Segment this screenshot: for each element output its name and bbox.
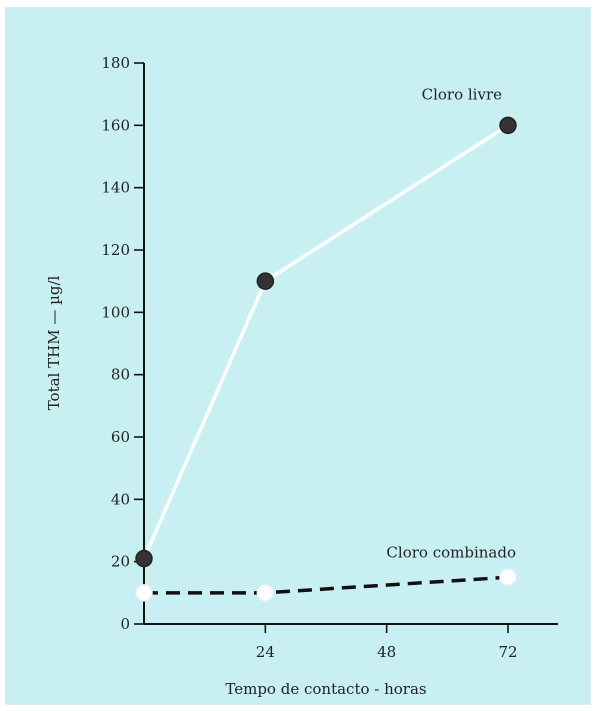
data-point bbox=[135, 549, 153, 568]
data-point bbox=[256, 584, 275, 602]
ticks: 0 20 40 60 80 100 120 140 160 180 24 48 72 bbox=[101, 54, 517, 661]
y-tick-label: 40 bbox=[111, 490, 130, 508]
series-label: Cloro livre bbox=[422, 85, 503, 103]
series-line bbox=[144, 575, 509, 595]
series-markers bbox=[135, 116, 517, 602]
series-line bbox=[142, 123, 509, 560]
series-labels: Cloro livre Cloro combinado bbox=[386, 85, 516, 561]
y-tick-label: 160 bbox=[101, 116, 130, 134]
chart-panel: 0 20 40 60 80 100 120 140 160 180 24 48 72 Cloro liv… bbox=[6, 8, 590, 704]
x-tick-label: 24 bbox=[256, 643, 275, 661]
axes bbox=[143, 63, 558, 625]
series-lines bbox=[142, 123, 509, 595]
y-axis-label: Total THM — µg/l bbox=[45, 276, 63, 411]
y-tick-label: 120 bbox=[101, 241, 130, 259]
line-chart: 0 20 40 60 80 100 120 140 160 180 24 48 72 Cloro liv… bbox=[45, 54, 558, 698]
data-point bbox=[499, 568, 517, 586]
y-tick-label: 100 bbox=[101, 303, 130, 321]
data-point bbox=[135, 584, 153, 602]
y-tick-label: 140 bbox=[101, 179, 130, 197]
series-label: Cloro combinado bbox=[386, 543, 516, 561]
y-tick-label: 60 bbox=[111, 428, 130, 446]
y-tick-label: 20 bbox=[111, 553, 130, 571]
x-axis-label: Tempo de contacto - horas bbox=[225, 680, 426, 698]
y-tick-label: 0 bbox=[120, 615, 130, 633]
data-point bbox=[256, 272, 275, 290]
y-tick-label: 180 bbox=[101, 54, 130, 72]
y-tick-label: 80 bbox=[111, 366, 130, 384]
x-tick-label: 72 bbox=[498, 643, 517, 661]
data-point bbox=[499, 116, 517, 135]
x-tick-label: 48 bbox=[377, 643, 396, 661]
